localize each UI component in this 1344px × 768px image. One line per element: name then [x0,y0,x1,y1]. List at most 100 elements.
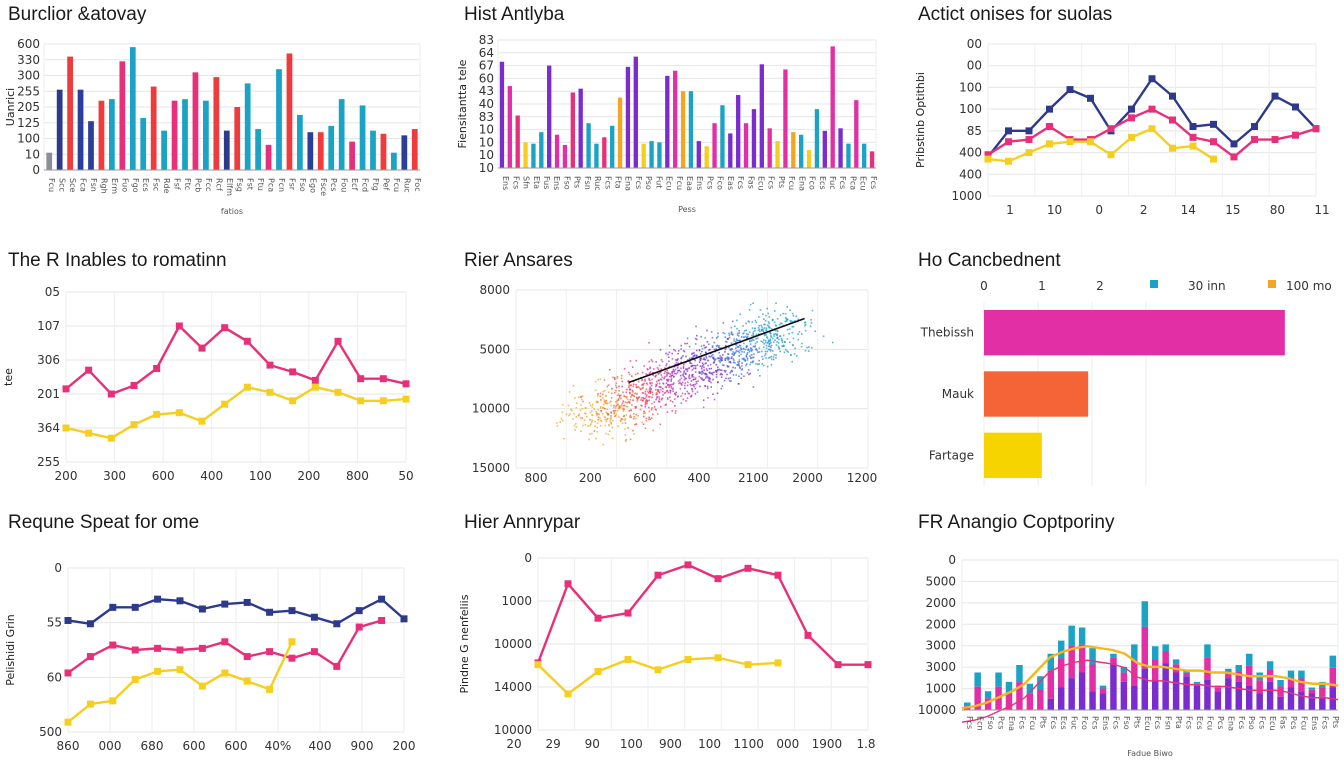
scatter-point [786,306,789,308]
scatter-point [680,395,682,397]
scatter-point [750,354,753,356]
scatter-point [717,381,719,383]
scatter-point [695,338,698,341]
scatter-point [665,371,668,374]
scatter-point [679,381,681,384]
scatter-point [762,330,765,332]
x-tick-label: 40% [265,739,292,753]
bar [276,69,282,170]
scatter-point [632,394,635,397]
scatter-point [657,389,660,391]
scatter-point [609,420,611,423]
scatter-point [743,342,745,345]
scatter-point [568,414,570,417]
scatter-point [624,428,626,430]
scatter-point [667,372,669,374]
scatter-point [690,362,693,365]
scatter-point [693,385,696,388]
scatter-point [594,425,596,428]
bar-segment [1245,685,1253,710]
scatter-point [649,379,651,382]
scatter-point [788,332,790,335]
scatter-point [730,326,733,329]
y-tick-label: 5000 [479,342,510,356]
scatter-point [674,393,676,395]
bar [150,86,157,170]
bar [673,70,678,168]
scatter-point [646,382,648,385]
scatter-point [707,364,709,367]
scatter-point [689,361,691,364]
scatter-point [704,385,706,387]
scatter-point [649,382,652,385]
data-point-navy [1189,123,1197,131]
scatter-point [555,422,558,424]
scatter-point [728,357,730,360]
bar [523,142,528,168]
scatter-point [733,340,735,342]
scatter-point [721,364,724,366]
scatter-point [700,373,703,375]
bar-segment [1183,672,1190,677]
scatter-point [705,372,707,375]
scatter-point [753,330,756,332]
scatter-point [777,338,780,341]
scatter-point [749,349,751,351]
scatter-point [751,339,754,341]
scatter-point [643,397,645,400]
scatter-point [706,385,709,388]
scatter-point [736,334,739,336]
scatter-point [656,396,659,398]
scatter-point [725,357,728,360]
y-tick-label: 10 [479,148,494,162]
scatter-point [627,380,629,383]
scatter-point [649,371,652,373]
data-point-pink [594,614,602,622]
scatter-point [683,378,686,381]
scatter-point [791,344,794,346]
scatter-point [789,320,792,322]
data-point-yellow [774,659,782,667]
scatter-point [644,406,647,408]
data-point-navy [1005,127,1012,135]
bar-segment [1183,676,1190,710]
scatter-point [611,437,614,440]
scatter-point [573,424,576,427]
data-point-pink [1210,138,1217,146]
bar [657,142,662,168]
scatter-point [768,322,770,325]
x-tick-label: Pcs [997,716,1006,729]
x-tick-label: Fsc [152,178,161,191]
bar [791,132,796,168]
scatter-point [590,410,593,412]
scatter-point [681,392,684,395]
y-tick-label: 2000 [925,617,956,631]
scatter-point [770,328,773,330]
scatter-point [688,345,691,348]
scatter-point [747,349,749,351]
scatter-point [737,335,740,337]
scatter-point [731,320,734,323]
scatter-point [757,369,759,371]
data-point-yellow [1148,125,1156,133]
scatter-point [650,408,653,411]
scatter-point [718,351,720,354]
scatter-point [630,409,632,412]
scatter-point [649,391,652,393]
x-tick-label: 200 [393,739,416,753]
scatter-point [715,376,718,378]
scatter-point [624,419,626,421]
scatter-point [764,350,767,353]
x-tick-label: Ecu [859,176,868,191]
scatter-point [691,374,693,377]
scatter-point [671,401,674,403]
scatter-point [719,369,722,371]
scatter-point [666,378,668,381]
scatter-point [639,408,642,411]
scatter-point [664,391,667,394]
y-tick-label: 00 [967,37,982,51]
scatter-point [677,358,679,360]
scatter-point [717,332,719,335]
scatter-point [769,339,772,342]
